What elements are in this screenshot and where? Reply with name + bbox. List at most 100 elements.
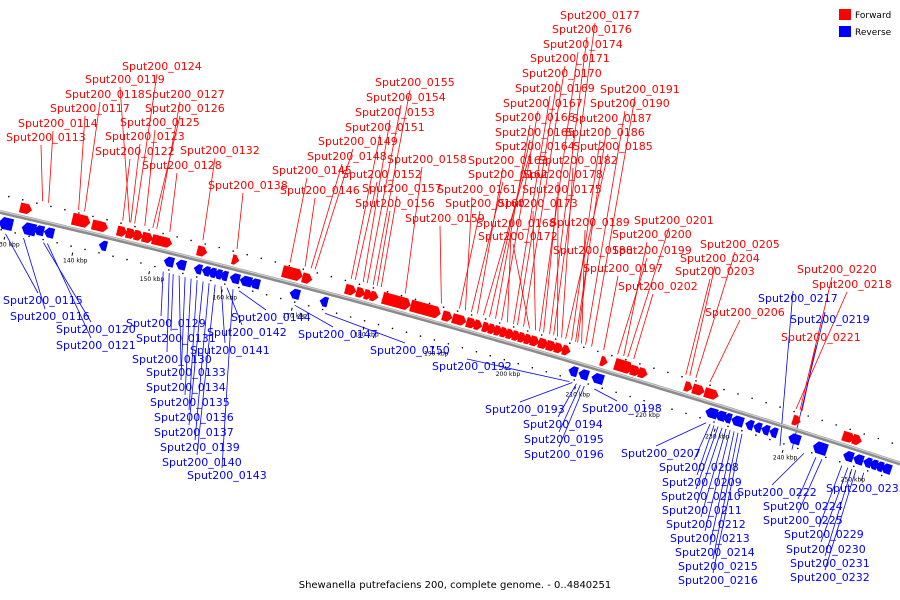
legend: Forward Reverse [839,9,892,38]
strand-dot [64,208,66,211]
strand-dot [288,264,291,267]
forward-leader-line [633,293,654,360]
forward-gene-label: Sput200_0126 [145,102,225,115]
reverse-gene-label: Sput200_0212 [666,518,746,531]
kbp-tick-label: 200 kbp [496,371,521,378]
strand-dot [447,343,450,345]
kbp-tick-mark [362,326,365,330]
forward-gene-label: Sput200_0146 [280,184,360,197]
forward-gene-label: Sput200_0173 [498,197,578,210]
forward-leader-line [517,80,558,326]
forward-leader-line [795,291,848,410]
reverse-gene [207,267,217,279]
forward-leader-line [523,65,566,327]
strand-dot [839,461,841,463]
kbp-tick-label: 150 kbp [140,276,165,283]
forward-gene-label: Sput200_0161 [437,183,517,196]
strand-dot [629,395,631,398]
reverse-leader-line [170,274,174,332]
forward-gene [161,236,173,248]
strand-dot [251,290,254,293]
backbone-line [0,210,900,466]
forward-leader-line [376,210,391,286]
strand-dot [498,322,501,324]
forward-leader-line [532,210,536,331]
kbp-tick-mark [432,345,435,350]
forward-gene-label: Sput200_0206 [705,306,785,319]
strand-dot [140,262,142,264]
strand-dot [699,416,701,419]
forward-leader-line [40,144,43,202]
kbp-tick-label: 240 kbp [773,455,798,462]
strand-dot [70,245,72,247]
forward-gene-label: Sput200_0190 [590,97,670,110]
reverse-gene [98,240,109,252]
strand-dot [78,212,80,214]
forward-gene-label: Sput200_0119 [85,73,165,86]
forward-gene [683,381,693,392]
reverse-gene [578,369,590,381]
forward-gene-label: Sput200_0145 [272,164,352,177]
forward-leader-line [130,143,141,223]
kbp-tick-label: 130 kbp [0,242,20,249]
forward-leader-line [543,196,558,333]
forward-gene-label: Sput200_0167 [503,97,583,110]
forward-leader-line [495,124,531,319]
forward-leader-line [236,192,244,249]
forward-gene [281,265,303,281]
map-caption: Shewanella putrefaciens 200, complete ge… [299,580,612,591]
strand-dot [685,412,687,415]
strand-dot [639,363,641,365]
forward-gene-label: Sput200_0127 [145,88,225,101]
forward-leader-line [799,276,833,411]
strand-dot [428,302,431,305]
forward-leader-line [471,181,504,312]
strand-dot [601,387,603,390]
strand-dot [891,442,894,444]
forward-gene [381,291,411,310]
reverse-leader-line [820,467,849,543]
strand-dot [293,301,296,303]
forward-gene-label: Sput200_0164 [495,140,575,153]
forward-gene-label: Sput200_0204 [680,252,760,265]
strand-dot [349,316,352,318]
strand-dot [405,331,408,334]
strand-dot [162,232,164,235]
strand-dot [377,323,380,326]
reverse-gene-label: Sput200_0195 [524,433,604,446]
kbp-tick-mark [849,471,852,475]
strand-dot [302,268,305,271]
kbp-tick-mark [574,386,576,390]
strand-dot [821,419,823,422]
forward-gene [196,245,208,257]
forward-leader-line [695,251,736,378]
strand-dot [442,306,445,309]
reverse-leader-line [594,388,618,402]
strand-dot [769,438,771,441]
forward-leader-line [501,110,539,321]
forward-leader-line [289,177,308,263]
reverse-gene-label: Sput200_0131 [136,332,216,345]
forward-leader-line [304,197,316,267]
strand-dot [414,298,417,301]
forward-gene-label: Sput200_0149 [318,135,398,148]
reverse-leader-line [709,431,735,546]
forward-leader-line [553,22,596,336]
strand-dot [517,362,520,365]
strand-dot [56,242,58,244]
strand-dot [106,218,108,221]
forward-gene [451,313,467,326]
forward-gene [465,317,477,329]
strand-dot [671,408,673,411]
strand-dot [176,236,178,238]
strand-dot [372,287,375,289]
forward-leader-line [571,139,601,341]
kbp-tick-mark [644,407,646,411]
forward-gene [529,335,540,347]
strand-dot [583,346,585,349]
strand-dot [461,347,464,349]
reverse-gene-label: Sput200_0208 [659,461,739,474]
strand-dot [741,429,743,432]
strand-dot [363,320,366,322]
strand-dot [484,318,487,320]
